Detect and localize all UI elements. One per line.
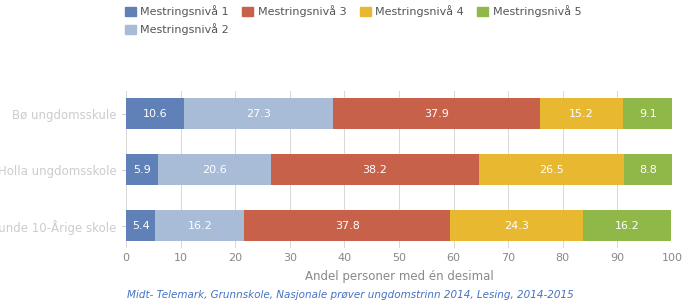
Text: 5.4: 5.4 [132,221,150,231]
Text: 37.9: 37.9 [424,108,449,118]
Text: 24.3: 24.3 [504,221,529,231]
Bar [480,154,624,185]
Bar [583,210,671,241]
Bar [155,210,244,241]
Text: 37.8: 37.8 [335,221,360,231]
Bar [624,154,672,185]
Text: 16.2: 16.2 [615,221,640,231]
Bar [244,210,450,241]
Text: 26.5: 26.5 [539,165,564,175]
Bar [271,154,480,185]
Bar [450,210,583,241]
Bar [184,98,333,129]
Bar [623,98,673,129]
Bar [333,98,540,129]
Bar [126,210,155,241]
Text: 20.6: 20.6 [202,165,227,175]
Text: 10.6: 10.6 [143,108,167,118]
Bar [158,154,271,185]
Bar [126,98,184,129]
Text: 15.2: 15.2 [569,108,594,118]
Bar [540,98,623,129]
Text: 8.8: 8.8 [639,165,657,175]
X-axis label: Andel personer med én desimal: Andel personer med én desimal [304,270,494,283]
Text: 27.3: 27.3 [246,108,271,118]
Text: 38.2: 38.2 [363,165,387,175]
Legend: Mestringsnivå 1, Mestringsnivå 2, Mestringsnivå 3, Mestringsnivå 4, Mestringsniv: Mestringsnivå 1, Mestringsnivå 2, Mestri… [125,5,582,35]
Text: 16.2: 16.2 [188,221,212,231]
Text: Midt- Telemark, Grunnskole, Nasjonale prøver ungdomstrinn 2014, Lesing, 2014-201: Midt- Telemark, Grunnskole, Nasjonale pr… [127,290,573,300]
Bar [126,154,158,185]
Text: 9.1: 9.1 [639,108,657,118]
Text: 5.9: 5.9 [133,165,151,175]
